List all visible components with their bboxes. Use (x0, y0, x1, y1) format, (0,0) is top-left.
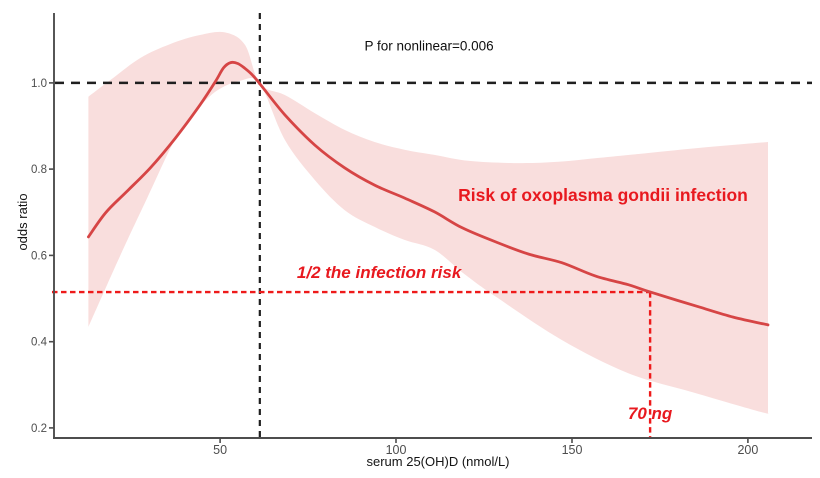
svg-text:0.8: 0.8 (31, 164, 47, 176)
svg-text:0.6: 0.6 (31, 250, 47, 262)
x-axis-title: serum 25(OH)D (nmol/L) (366, 454, 509, 469)
y-axis-title: odds ratio (15, 193, 30, 250)
risk-annotation-label: Risk of oxoplasma gondii infection (458, 185, 748, 205)
svg-text:0.4: 0.4 (31, 337, 48, 349)
svg-text:150: 150 (562, 443, 583, 457)
x-axis-ticks: 50 100 150 200 (213, 438, 758, 457)
confidence-band (88, 31, 769, 414)
svg-text:200: 200 (737, 443, 758, 457)
half-risk-annotation-label: 1/2 the infection risk (297, 263, 463, 282)
spline-curve (87, 60, 770, 327)
svg-text:100: 100 (386, 443, 407, 457)
seventy-ng-annotation-label: 70 ng (628, 404, 673, 423)
y-axis-ticks: 1.0 0.8 0.6 0.4 0.2 (31, 78, 54, 435)
p-nonlinear-label: P for nonlinear=0.006 (364, 38, 493, 53)
svg-text:1.0: 1.0 (31, 78, 47, 90)
svg-text:0.2: 0.2 (31, 423, 47, 435)
svg-text:50: 50 (213, 443, 227, 457)
